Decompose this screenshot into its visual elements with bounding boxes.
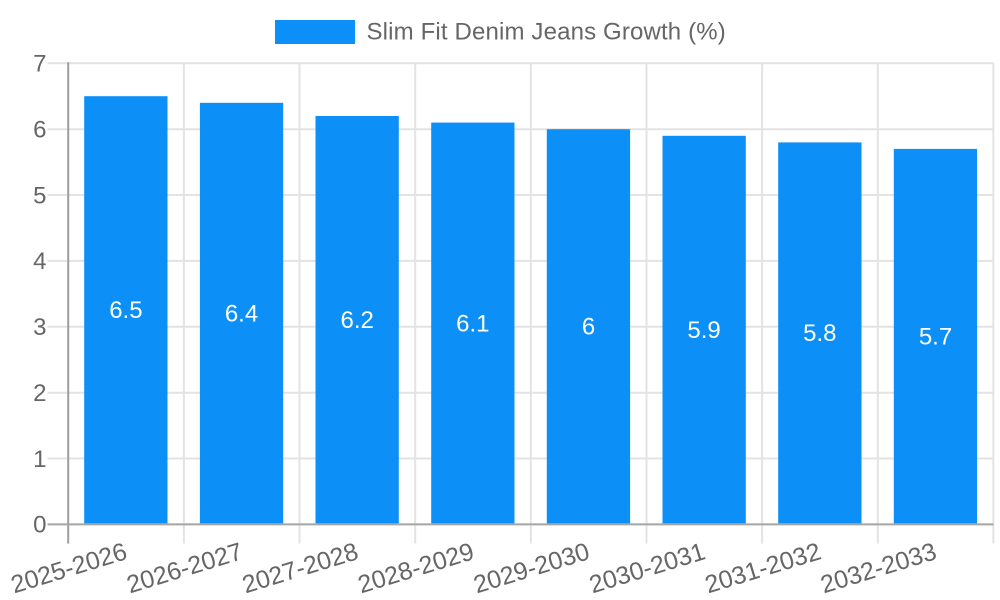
svg-text:0: 0 (33, 512, 46, 539)
svg-text:3: 3 (33, 314, 46, 341)
svg-text:7: 7 (33, 51, 46, 78)
svg-text:5: 5 (33, 182, 46, 209)
svg-text:5.9: 5.9 (687, 317, 720, 344)
svg-text:6.5: 6.5 (109, 297, 142, 324)
svg-text:6.1: 6.1 (456, 310, 489, 337)
svg-text:2: 2 (33, 380, 46, 407)
svg-text:6: 6 (33, 117, 46, 144)
svg-text:6.4: 6.4 (225, 300, 258, 327)
svg-text:6.2: 6.2 (341, 307, 374, 334)
svg-text:5.8: 5.8 (803, 320, 836, 347)
svg-text:6: 6 (582, 314, 595, 341)
svg-text:1: 1 (33, 446, 46, 473)
svg-text:4: 4 (33, 248, 46, 275)
svg-text:Slim Fit Denim Jeans Growth (%: Slim Fit Denim Jeans Growth (%) (367, 19, 726, 46)
svg-text:5.7: 5.7 (919, 323, 952, 350)
